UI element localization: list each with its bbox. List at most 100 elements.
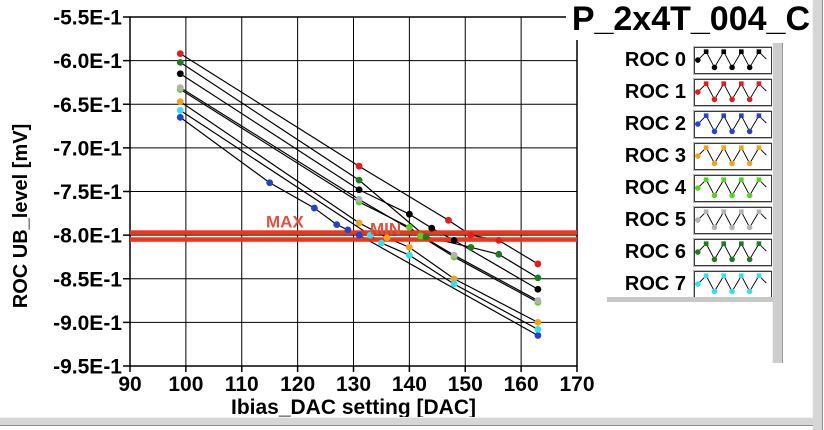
- data-point: [405, 243, 413, 251]
- legend-item[interactable]: ROC 0: [598, 44, 773, 76]
- data-point: [176, 98, 184, 106]
- data-point: [355, 231, 363, 239]
- legend-sample-marker: [695, 88, 701, 95]
- limit-lines: [130, 230, 577, 242]
- legend-line-style-sample[interactable]: [693, 173, 773, 203]
- legend-sample-marker: [721, 208, 727, 214]
- plot-frame: [129, 16, 578, 367]
- series-line: [179, 53, 539, 265]
- legend-sample-marker: [756, 144, 762, 150]
- legend-sample-marker: [746, 128, 753, 134]
- legend-item[interactable]: ROC 6: [598, 236, 773, 268]
- legend-sample-marker: [739, 208, 744, 214]
- series-line: [179, 61, 539, 279]
- legend-sample-marker: [746, 288, 753, 294]
- data-series: [179, 53, 539, 336]
- data-point: [405, 223, 413, 231]
- legend-sample-marker: [703, 144, 709, 150]
- legend-sample-marker: [739, 144, 744, 150]
- legend-sample-marker: [703, 80, 709, 86]
- legend-item[interactable]: ROC 5: [598, 204, 773, 236]
- legend-sample-marker: [695, 184, 701, 191]
- legend-sample-marker: [729, 128, 735, 134]
- legend-sample-marker: [746, 64, 753, 70]
- legend-sample-marker: [721, 240, 727, 246]
- legend-sample-marker: [729, 160, 735, 166]
- data-point: [355, 186, 363, 194]
- legend-item[interactable]: ROC 1: [598, 76, 773, 108]
- legend-line-style-sample[interactable]: [693, 269, 773, 299]
- legend-line-style-sample[interactable]: [693, 109, 773, 139]
- legend-line-style-sample[interactable]: [693, 237, 773, 267]
- x-tick-label: 100: [168, 373, 203, 396]
- legend-shadow: [607, 297, 773, 302]
- legend-sample-marker: [746, 224, 753, 230]
- data-point: [266, 179, 274, 187]
- legend-sample-marker: [756, 272, 762, 278]
- legend-sample-marker: [695, 248, 701, 255]
- legend-item-label: ROC 6: [624, 240, 686, 263]
- data-point: [534, 325, 542, 333]
- legend-sample-marker: [756, 80, 762, 86]
- data-point: [450, 280, 458, 288]
- data-point: [534, 318, 542, 326]
- x-tick-label: 150: [448, 373, 483, 396]
- data-point: [417, 232, 424, 240]
- data-point: [534, 285, 542, 293]
- legend-sample-marker: [695, 216, 701, 223]
- tick-marks: [123, 16, 578, 372]
- legend-line-style-sample[interactable]: [693, 141, 773, 171]
- data-point: [176, 58, 184, 66]
- legend-line-style-sample[interactable]: [693, 45, 773, 75]
- x-tick-label: 120: [280, 373, 315, 396]
- y-tick-label: -5.5E-1: [53, 7, 122, 30]
- data-point: [366, 231, 374, 239]
- legend-scrollbar[interactable]: [772, 43, 783, 363]
- data-point: [495, 250, 503, 258]
- legend-sample-marker: [721, 144, 727, 150]
- series-line: [179, 101, 539, 323]
- legend-item-label: ROC 4: [624, 176, 686, 199]
- legend-sample-marker: [729, 64, 735, 70]
- legend-sample-marker: [739, 240, 744, 246]
- data-point: [176, 113, 184, 121]
- x-tick-label: 110: [225, 373, 259, 396]
- y-tick-label: -6.0E-1: [53, 50, 122, 73]
- legend-item-label: ROC 5: [624, 208, 686, 231]
- data-point: [495, 236, 503, 244]
- legend-line-style-sample[interactable]: [693, 205, 773, 235]
- data-markers: [176, 50, 542, 339]
- legend-item[interactable]: ROC 7: [598, 268, 773, 300]
- legend-sample-marker: [721, 112, 727, 118]
- legend-sample-marker: [729, 96, 735, 102]
- data-point: [310, 204, 318, 212]
- x-tick-label: 160: [504, 373, 539, 396]
- legend-sample-marker: [703, 208, 709, 214]
- graph-title: P_2x4T_004_C: [565, 0, 812, 40]
- data-point: [405, 251, 413, 259]
- data-point: [534, 297, 542, 304]
- data-point: [422, 233, 430, 241]
- data-point: [355, 162, 363, 170]
- y-tick-label: -9.5E-1: [53, 356, 122, 379]
- legend-sample-marker: [703, 272, 709, 278]
- legend-item[interactable]: ROC 3: [598, 140, 773, 172]
- legend-sample-marker: [711, 192, 718, 198]
- legend-sample-marker: [703, 112, 709, 118]
- legend-sample-marker: [746, 160, 753, 166]
- legend-item[interactable]: ROC 2: [598, 108, 773, 140]
- legend-sample-marker: [729, 224, 735, 230]
- y-tick-label: -9.0E-1: [53, 312, 122, 335]
- max-line-label: MAX: [266, 213, 304, 232]
- data-point: [467, 231, 475, 239]
- legend-item[interactable]: ROC 4: [598, 172, 773, 204]
- legend-item-label: ROC 7: [624, 272, 686, 295]
- legend-sample-marker: [746, 96, 753, 102]
- data-point: [428, 224, 436, 232]
- data-point: [378, 239, 385, 247]
- legend-sample-marker: [739, 176, 744, 182]
- legend-line-style-sample[interactable]: [693, 77, 773, 107]
- legend-sample-marker: [711, 160, 718, 166]
- legend-sample-marker: [739, 272, 744, 278]
- data-point: [176, 106, 184, 114]
